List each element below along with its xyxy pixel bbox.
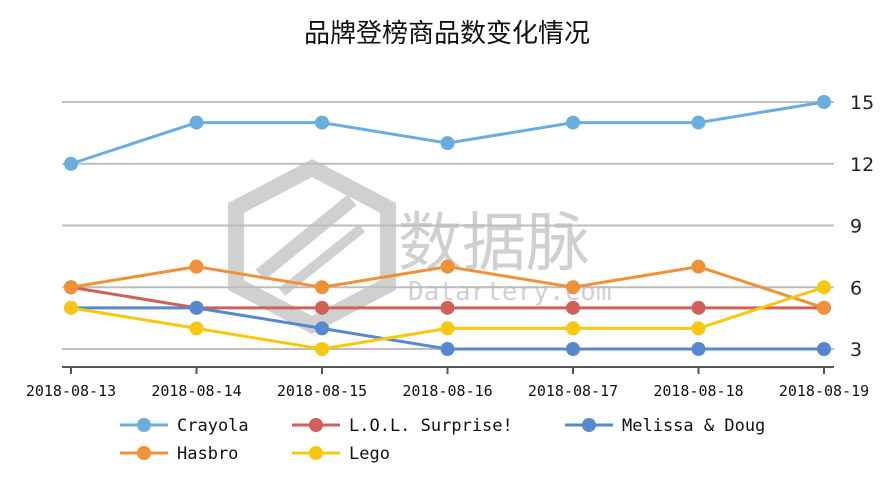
data-point	[189, 300, 204, 315]
data-point	[64, 280, 78, 295]
data-point	[566, 115, 580, 130]
data-point	[440, 321, 455, 336]
data-point	[315, 300, 329, 315]
data-point	[817, 95, 831, 109]
y-axis: 3 6 9 12 15	[850, 92, 874, 361]
data-point	[817, 280, 831, 295]
x-tick-label: 2018-08-13	[26, 382, 116, 400]
y-tick-label: 12	[850, 154, 874, 176]
data-point	[691, 321, 706, 336]
legend-label: Melissa & Doug	[622, 416, 765, 436]
legend-swatch-marker	[309, 418, 323, 432]
x-axis: 2018-08-13 2018-08-14 2018-08-15 2018-08-16…	[26, 366, 869, 400]
data-point	[691, 300, 706, 315]
data-point	[691, 259, 706, 274]
legend-label: Lego	[349, 444, 390, 464]
y-tick-label: 15	[850, 92, 874, 114]
data-point	[440, 259, 455, 274]
y-tick-label: 6	[850, 277, 862, 299]
legend-item: Melissa & Doug	[565, 416, 765, 436]
data-point	[315, 321, 329, 336]
data-point	[566, 321, 580, 336]
chart-title: 品牌登榜商品数变化情况	[304, 19, 590, 49]
data-point	[189, 115, 204, 130]
legend-swatch-marker	[137, 446, 151, 460]
legend-swatch-marker	[137, 418, 151, 432]
data-point	[440, 342, 455, 356]
legend-item: Lego	[292, 444, 390, 464]
legend-item: L.O.L. Surprise!	[292, 416, 513, 436]
data-point	[64, 156, 78, 171]
legend-item: Crayola	[120, 416, 249, 436]
x-tick-label: 2018-08-15	[277, 382, 367, 400]
data-point	[189, 259, 204, 274]
series-crayola	[64, 95, 831, 171]
data-point	[566, 342, 580, 356]
data-point	[566, 300, 580, 315]
legend-label: Hasbro	[177, 444, 238, 464]
data-point	[817, 342, 831, 356]
series-hasbro	[64, 259, 831, 315]
legend-label: L.O.L. Surprise!	[349, 416, 513, 436]
legend-item: Hasbro	[120, 444, 238, 464]
watermark: 数据脉 Datartery.com	[228, 158, 612, 335]
legend: Crayola L.O.L. Surprise! Melissa & Doug Has…	[120, 416, 765, 464]
x-tick-label: 2018-08-14	[151, 382, 241, 400]
data-point	[315, 115, 329, 130]
data-point	[189, 321, 204, 336]
x-tick-label: 2018-08-19	[779, 382, 869, 400]
data-point	[691, 342, 706, 356]
y-tick-label: 3	[850, 339, 862, 361]
x-tick-label: 2018-08-18	[653, 382, 743, 400]
data-point	[566, 280, 580, 295]
data-point	[64, 300, 78, 315]
legend-label: Crayola	[177, 416, 249, 436]
series-layer	[64, 95, 831, 356]
data-point	[691, 115, 706, 130]
legend-swatch-marker	[309, 446, 323, 460]
data-point	[315, 342, 329, 356]
legend-swatch-marker	[582, 418, 596, 432]
data-point	[315, 280, 329, 295]
x-tick-label: 2018-08-17	[528, 382, 618, 400]
series-line	[70, 100, 825, 166]
series-lego	[64, 280, 831, 356]
data-point	[440, 300, 455, 315]
watermark-subtext: Datartery.com	[408, 277, 612, 307]
watermark-logo-icon	[228, 158, 396, 335]
data-point	[817, 300, 831, 315]
x-tick-label: 2018-08-16	[402, 382, 492, 400]
data-point	[440, 136, 455, 151]
y-tick-label: 9	[850, 216, 862, 238]
